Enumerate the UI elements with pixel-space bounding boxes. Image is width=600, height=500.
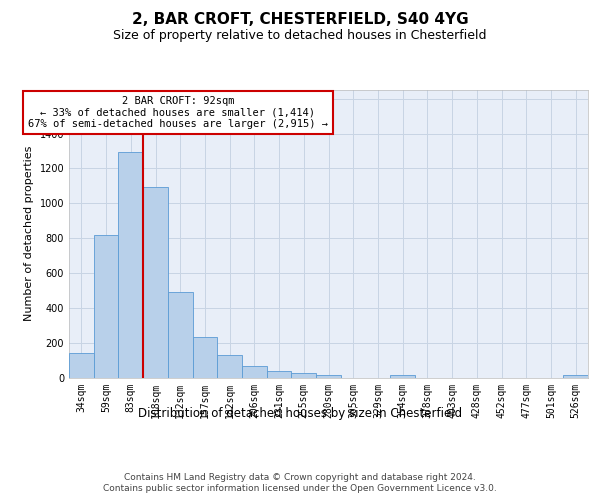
Bar xyxy=(69,353,94,378)
Bar xyxy=(316,375,341,378)
Bar xyxy=(390,375,415,378)
Y-axis label: Number of detached properties: Number of detached properties xyxy=(24,146,34,322)
Bar xyxy=(267,371,292,378)
Bar xyxy=(292,373,316,378)
Text: Distribution of detached houses by size in Chesterfield: Distribution of detached houses by size … xyxy=(138,408,462,420)
Bar xyxy=(168,292,193,378)
Text: Contains public sector information licensed under the Open Government Licence v3: Contains public sector information licen… xyxy=(103,484,497,493)
Bar xyxy=(193,338,217,378)
Text: Size of property relative to detached houses in Chesterfield: Size of property relative to detached ho… xyxy=(113,29,487,42)
Bar xyxy=(118,152,143,378)
Bar xyxy=(242,366,267,378)
Text: 2 BAR CROFT: 92sqm
← 33% of detached houses are smaller (1,414)
67% of semi-deta: 2 BAR CROFT: 92sqm ← 33% of detached hou… xyxy=(28,96,328,129)
Bar xyxy=(563,375,588,378)
Bar xyxy=(94,236,118,378)
Bar xyxy=(143,186,168,378)
Bar xyxy=(217,355,242,378)
Text: Contains HM Land Registry data © Crown copyright and database right 2024.: Contains HM Land Registry data © Crown c… xyxy=(124,472,476,482)
Text: 2, BAR CROFT, CHESTERFIELD, S40 4YG: 2, BAR CROFT, CHESTERFIELD, S40 4YG xyxy=(131,12,469,28)
